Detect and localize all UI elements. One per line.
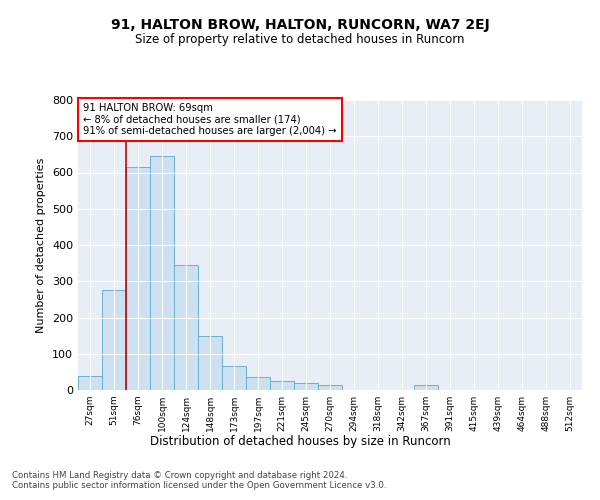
Bar	[126, 167, 150, 390]
Bar	[150, 156, 174, 390]
Bar	[198, 336, 222, 390]
Bar	[414, 384, 438, 390]
Text: 91 HALTON BROW: 69sqm
← 8% of detached houses are smaller (174)
91% of semi-deta: 91 HALTON BROW: 69sqm ← 8% of detached h…	[83, 103, 337, 136]
Bar	[294, 383, 318, 390]
Text: 91, HALTON BROW, HALTON, RUNCORN, WA7 2EJ: 91, HALTON BROW, HALTON, RUNCORN, WA7 2E…	[110, 18, 490, 32]
Bar	[270, 381, 294, 390]
Text: Contains HM Land Registry data © Crown copyright and database right 2024.: Contains HM Land Registry data © Crown c…	[12, 470, 347, 480]
Text: Distribution of detached houses by size in Runcorn: Distribution of detached houses by size …	[149, 435, 451, 448]
Y-axis label: Number of detached properties: Number of detached properties	[37, 158, 46, 332]
Bar	[222, 366, 246, 390]
Bar	[174, 265, 198, 390]
Bar	[246, 378, 270, 390]
Text: Size of property relative to detached houses in Runcorn: Size of property relative to detached ho…	[135, 32, 465, 46]
Text: Contains public sector information licensed under the Open Government Licence v3: Contains public sector information licen…	[12, 480, 386, 490]
Bar	[102, 290, 126, 390]
Bar	[318, 384, 342, 390]
Bar	[78, 376, 102, 390]
